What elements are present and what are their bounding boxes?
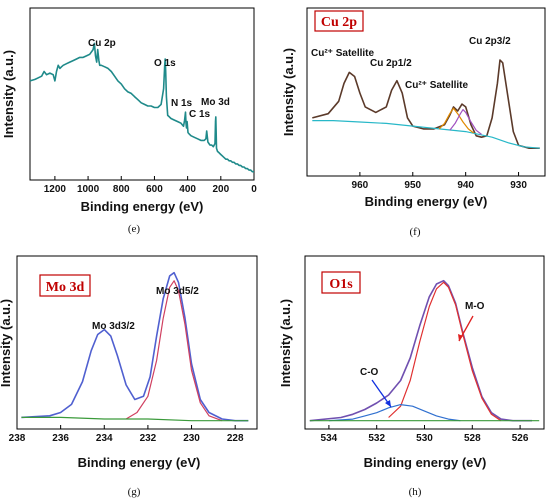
- panel-e-x-tick-label-5: 200: [212, 184, 229, 195]
- panel-g: 238 236 234 232 230 228 Mo 3d Binding energy …: [0, 255, 258, 498]
- panel-h-arrowhead-co: [385, 400, 391, 407]
- panel-h-series-1-line: [388, 281, 502, 422]
- panel-h-arrowhead-mo: [458, 334, 463, 341]
- panel-g-plot: [21, 271, 249, 422]
- panel-f-ticks: 960 950 940 930: [352, 172, 527, 191]
- panel-g-x-tick-label-5: 228: [227, 433, 244, 444]
- panel-e-xlabel: Binding energy (eV): [81, 199, 204, 214]
- panel-g-ylabel: Intensity (a.u.): [0, 299, 13, 387]
- panel-h-series-2-line: [328, 404, 461, 422]
- panel-g-x-tick-label-1: 236: [52, 433, 69, 444]
- panel-e-x-tick-label-6: 0: [251, 184, 257, 195]
- panel-f-series-2-line: [438, 107, 474, 134]
- panel-g-ticks: 238 236 234 232 230 228: [9, 425, 244, 444]
- panel-f-series-1-line: [312, 120, 540, 149]
- panel-f-badge: [314, 10, 364, 32]
- panel-g-series-2-line: [21, 416, 249, 422]
- panel-e-ticks: 1200 1000 800 600 400 200 0: [44, 176, 257, 195]
- panel-g-badge-text: Mo 3d: [46, 280, 85, 295]
- panel-e-peak-n1s: N 1s: [171, 98, 193, 109]
- panel-e-peak-mo3d: Mo 3d: [201, 97, 230, 108]
- panel-h: 534 532 530 528 526 O1s Binding energy (eV) …: [278, 255, 545, 498]
- panel-e-x-tick-label-3: 600: [146, 184, 163, 195]
- panel-g-series-0-line: [21, 271, 249, 422]
- panel-f-caption: (f): [410, 226, 421, 238]
- panel-e-peak-o1s: O 1s: [154, 58, 176, 69]
- panel-g-peak-mo3d32: Mo 3d3/2: [92, 321, 135, 332]
- panel-g-xlabel: Binding energy (eV): [78, 455, 201, 470]
- panel-g-x-tick-label-0: 238: [9, 433, 26, 444]
- panel-h-x-tick-label-3: 528: [464, 433, 481, 444]
- panel-h-peak-mo: M-O: [465, 301, 485, 312]
- panel-h-series-0-line: [309, 279, 532, 422]
- panel-h-x-tick-label-1: 532: [368, 433, 385, 444]
- panel-e-peak-c1s: C 1s: [189, 109, 211, 120]
- panel-h-ylabel: Intensity (a.u.): [278, 299, 293, 387]
- panel-f-x-tick-label-1: 950: [404, 180, 421, 191]
- panel-h-badge: [321, 271, 361, 294]
- panel-f-plot: [312, 59, 540, 149]
- panel-g-peak-mo3d52: Mo 3d5/2: [156, 286, 199, 297]
- panel-f-x-tick-label-0: 960: [352, 180, 369, 191]
- panel-h-ticks: 534 532 530 528 526: [321, 425, 529, 444]
- panel-h-x-tick-label-2: 530: [416, 433, 433, 444]
- panel-f-series-0-line: [312, 59, 540, 149]
- panel-h-x-tick-label-0: 534: [321, 433, 338, 444]
- panel-g-x-tick-label-3: 232: [140, 433, 157, 444]
- panel-f-x-tick-label-2: 940: [457, 180, 474, 191]
- panel-h-x-tick-label-4: 526: [512, 433, 529, 444]
- panel-f-frame: [306, 7, 546, 177]
- panel-e-series-0-line: [29, 42, 254, 173]
- panel-f-peak-cu2p32: Cu 2p3/2: [469, 36, 511, 47]
- panel-h-plot: [309, 279, 540, 422]
- panel-g-frame: [16, 255, 258, 430]
- panel-f-series-3-line: [449, 109, 482, 135]
- panel-g-caption: (g): [128, 486, 141, 498]
- panel-f-xlabel: Binding energy (eV): [365, 194, 488, 209]
- panel-e-x-tick-label-4: 400: [179, 184, 196, 195]
- panel-g-badge: [39, 274, 91, 297]
- panel-h-badge-text: O1s: [329, 277, 353, 292]
- panel-e-x-tick-label-0: 1200: [44, 184, 67, 195]
- panel-h-caption: (h): [409, 486, 422, 498]
- panel-h-xlabel: Binding energy (eV): [364, 455, 487, 470]
- panel-f-badge-text: Cu 2p: [321, 15, 357, 30]
- panel-e-x-tick-label-2: 800: [113, 184, 130, 195]
- panel-e-x-tick-label-1: 1000: [77, 184, 100, 195]
- panel-h-peak-co: C-O: [360, 367, 379, 378]
- panel-e-plot: [29, 42, 254, 173]
- panel-e-frame: [29, 7, 255, 181]
- panel-f: 960 950 940 930 Cu 2p Binding energy (eV) I…: [281, 7, 546, 238]
- panel-g-x-tick-label-4: 230: [183, 433, 200, 444]
- panel-f-peak-cu2p12: Cu 2p1/2: [370, 58, 412, 69]
- panel-e: 1200 1000 800 600 400 200 0 Binding energy (eV…: [1, 7, 257, 235]
- panel-g-series-1-line: [125, 280, 223, 422]
- panel-e-ylabel: Intensity (a.u.): [1, 50, 16, 138]
- panel-e-peak-cu2p: Cu 2p: [88, 38, 116, 49]
- panel-e-caption: (e): [128, 223, 141, 235]
- panel-f-ylabel: Intensity (a.u.): [281, 48, 296, 136]
- panel-f-peak-satellite-2: Cu²⁺ Satellite: [405, 80, 469, 91]
- panel-f-peak-satellite-1: Cu²⁺ Satellite: [311, 48, 375, 59]
- panel-f-x-tick-label-3: 930: [510, 180, 527, 191]
- panel-g-x-tick-label-2: 234: [96, 433, 113, 444]
